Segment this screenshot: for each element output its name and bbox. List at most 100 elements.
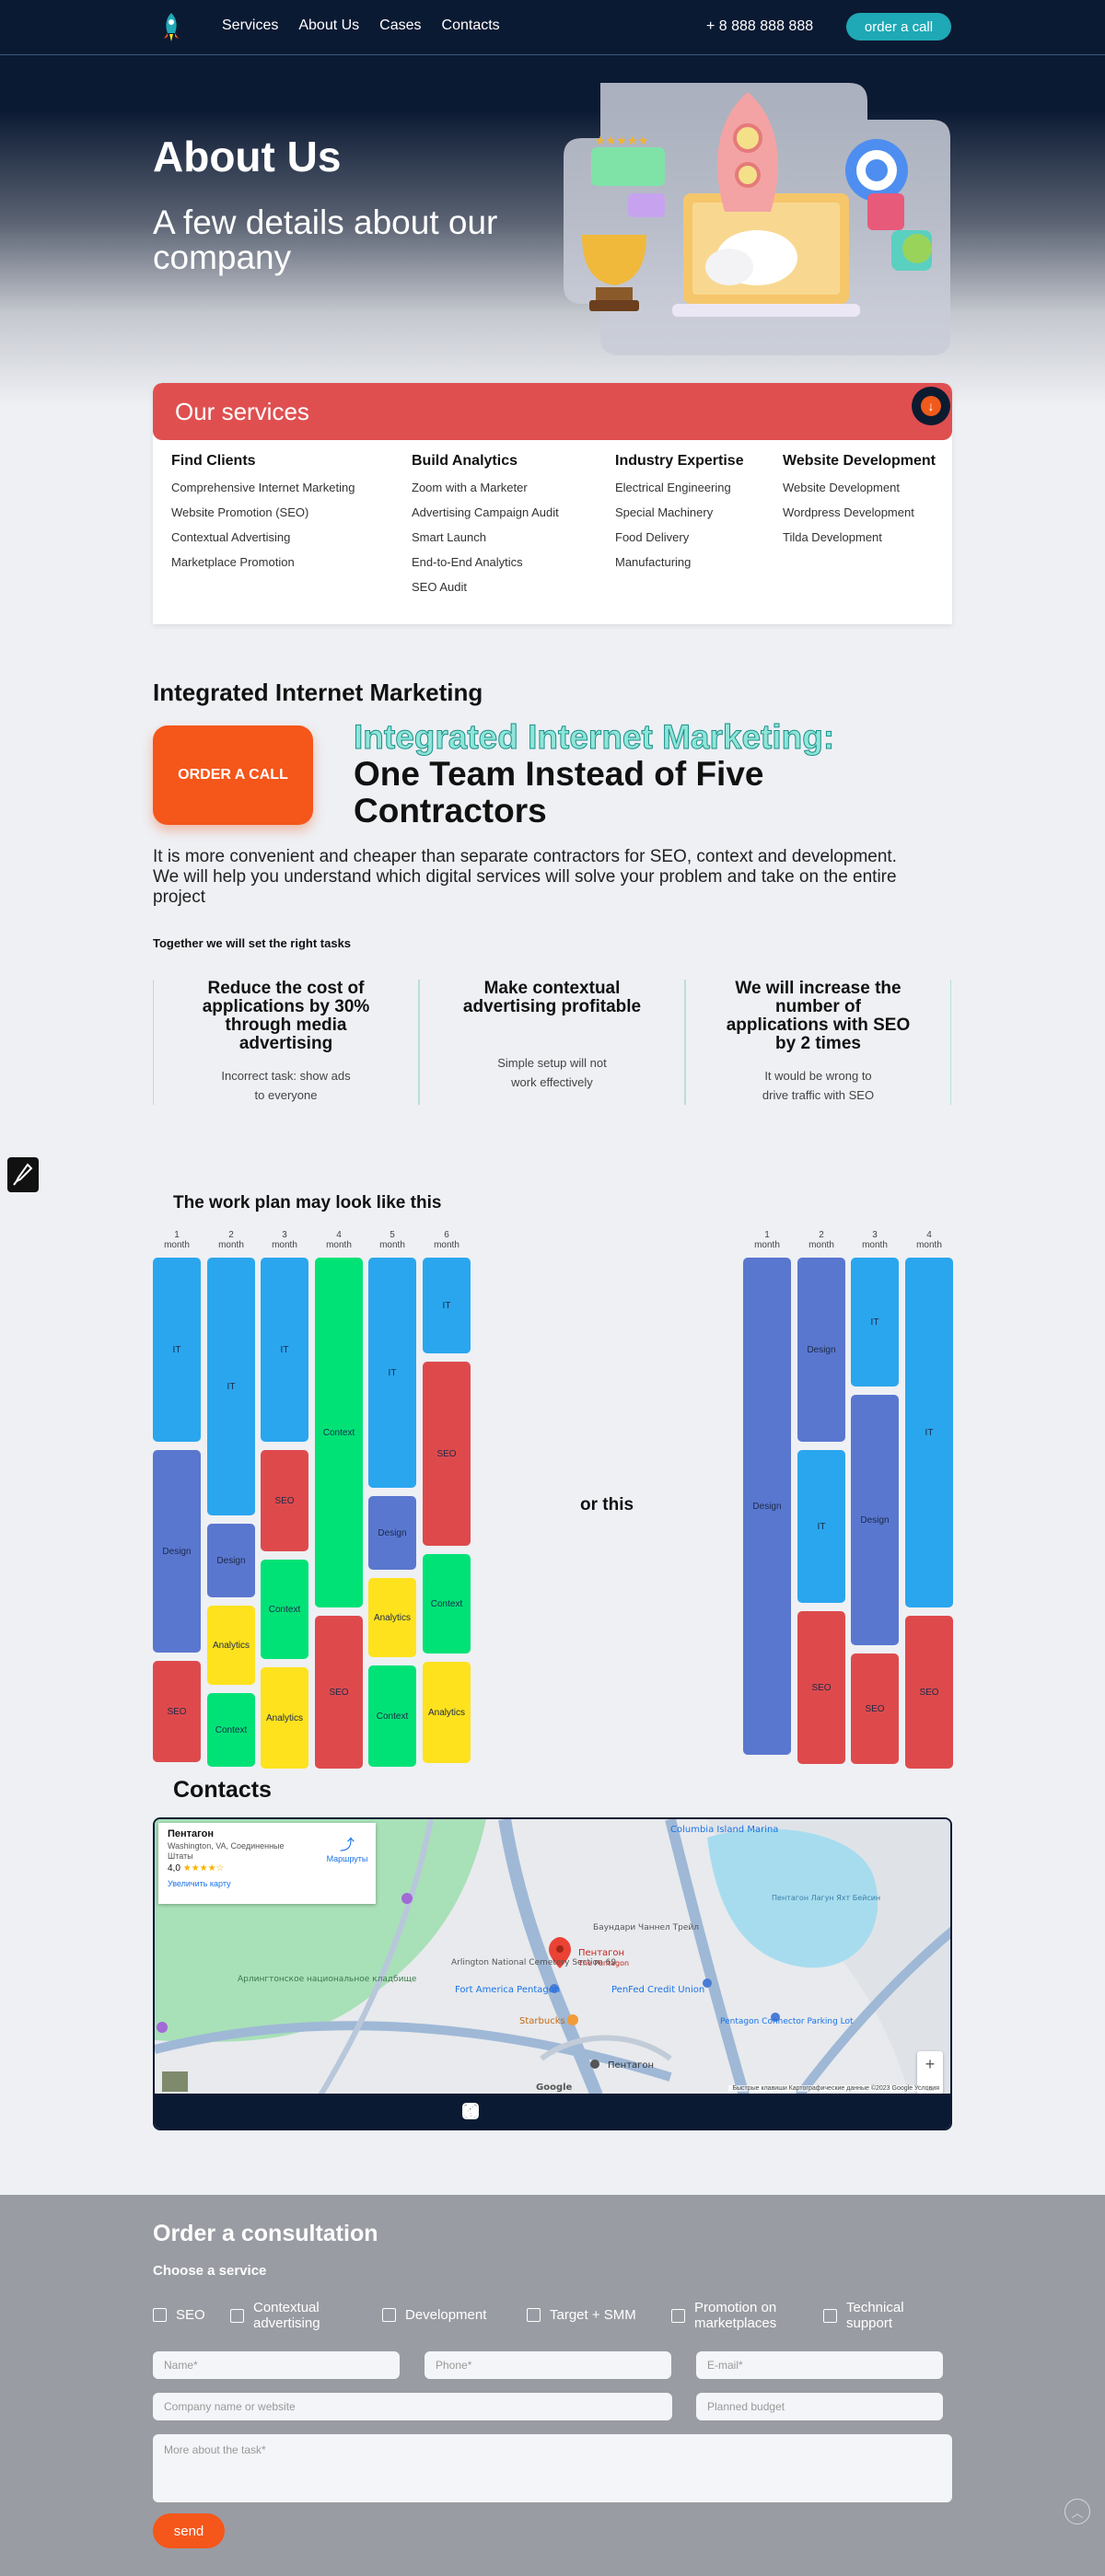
integrated-section-title: Integrated Internet Marketing — [153, 679, 483, 706]
service-link[interactable]: Zoom with a Marketer — [412, 481, 528, 494]
nav-about-link[interactable]: About Us — [298, 17, 360, 33]
checkbox-contextual-advertising[interactable]: Contextual advertising — [230, 2300, 350, 2331]
checkbox-technical-support[interactable]: Technical support — [823, 2300, 925, 2331]
directions-link[interactable]: ⤴ Маршруты — [324, 1832, 370, 1863]
plan-b-month-label: 3 month — [862, 1230, 888, 1250]
service-link[interactable]: Comprehensive Internet Marketing — [171, 481, 355, 494]
services-column-heading: Build Analytics — [412, 453, 518, 469]
map-label-starbucks: Starbucks — [519, 2016, 565, 2026]
checkbox-target-smm[interactable]: Target + SMM — [527, 2307, 636, 2323]
svg-text:★★★★★: ★★★★★ — [595, 134, 648, 148]
plan-a-block-it: IT — [207, 1258, 255, 1515]
checkbox-marketplaces[interactable]: Promotion on marketplaces — [671, 2300, 809, 2331]
chevron-up-icon: ︿ — [1071, 2505, 1084, 2520]
zoom-in-button[interactable]: + — [925, 2055, 936, 2073]
service-link[interactable]: Website Promotion (SEO) — [171, 505, 309, 519]
feature-text: Simple setup will not work effectively — [497, 1056, 607, 1089]
plan-b-month-label: 2 month — [808, 1230, 834, 1250]
service-link[interactable]: Manufacturing — [615, 555, 692, 569]
services-header[interactable]: Our services ↓ — [153, 383, 952, 440]
scroll-to-top-button[interactable]: ︿ — [1064, 2499, 1090, 2524]
nav-contacts-link[interactable]: Contacts — [441, 17, 500, 33]
plan-b-block-it: IT — [851, 1258, 899, 1387]
service-link[interactable]: Tilda Development — [783, 530, 882, 544]
checkbox-development[interactable]: Development — [382, 2307, 486, 2323]
x-icon[interactable] — [464, 2103, 508, 2119]
plan-b-block-seo: SEO — [797, 1611, 845, 1764]
service-link[interactable]: Special Machinery — [615, 505, 714, 519]
map-label-cemetery: Арлингтонское национальное кладбище — [238, 1975, 417, 1984]
place-address: Washington, VA, Соединенные Штаты — [168, 1841, 285, 1861]
order-call-button[interactable]: order a call — [846, 13, 951, 41]
plan-b-block-seo: SEO — [905, 1616, 953, 1769]
plan-a-block-it: IT — [368, 1258, 416, 1488]
plan-a-block-design: Design — [368, 1496, 416, 1570]
directions-icon: ⤴ — [339, 1838, 355, 1853]
services-column-website-development: Website Development Website Development … — [783, 453, 936, 555]
service-link[interactable]: Wordpress Development — [783, 505, 914, 519]
checkbox-seo[interactable]: SEO — [153, 2307, 205, 2323]
linkedin-icon[interactable] — [462, 2103, 597, 2119]
plan-a-block-seo: SEO — [261, 1450, 308, 1551]
service-link[interactable]: Food Delivery — [615, 530, 690, 544]
youtube-icon[interactable] — [462, 2103, 538, 2119]
cafe-marker-icon[interactable] — [567, 2014, 578, 2025]
send-button[interactable]: send — [153, 2513, 225, 2548]
map-attribution[interactable]: Быстрые клавиши Картографические данные … — [728, 2085, 943, 2092]
tiktok-icon[interactable] — [462, 2103, 567, 2119]
service-link[interactable]: Advertising Campaign Audit — [412, 505, 559, 519]
feature-card: We will increase the number of applicati… — [685, 980, 951, 1105]
order-a-call-button[interactable]: ORDER A CALL — [153, 725, 313, 825]
service-link[interactable]: Electrical Engineering — [615, 481, 731, 494]
email-input[interactable] — [696, 2351, 943, 2379]
place-card: Пентагон Washington, VA, Соединенные Шта… — [158, 1823, 376, 1904]
service-link[interactable]: SEO Audit — [412, 580, 467, 594]
google-map[interactable]: Пентагон The Pentagon Арлингтонское наци… — [153, 1817, 952, 2130]
nav-cases-link[interactable]: Cases — [379, 17, 422, 33]
plan-a-block-design: Design — [153, 1450, 201, 1653]
nav-services-link[interactable]: Services — [222, 17, 279, 33]
company-input[interactable] — [153, 2393, 672, 2420]
checkbox-box[interactable] — [382, 2308, 396, 2322]
checkbox-box[interactable] — [823, 2308, 837, 2323]
instagram-icon[interactable] — [462, 2103, 626, 2119]
services-column-heading: Website Development — [783, 453, 936, 469]
eyedropper-tool-button[interactable] — [7, 1157, 39, 1192]
plan-a-block-analytics: Analytics — [368, 1578, 416, 1657]
nav-links: Services About Us Cases Contacts — [222, 17, 500, 34]
plan-a-block-context: Context — [423, 1554, 471, 1654]
plan-a-block-analytics: Analytics — [261, 1667, 308, 1769]
service-link[interactable]: End-to-End Analytics — [412, 555, 523, 569]
arrow-down-icon: ↓ — [921, 396, 941, 416]
social-links — [462, 2103, 626, 2119]
checkbox-box[interactable] — [527, 2308, 541, 2322]
service-link[interactable]: Website Development — [783, 481, 900, 494]
budget-input[interactable] — [696, 2393, 943, 2420]
service-link[interactable]: Smart Launch — [412, 530, 486, 544]
phone-input[interactable] — [425, 2351, 671, 2379]
services-panel: Our services ↓ Find Clients Comprehensiv… — [153, 383, 952, 624]
enlarge-map-link[interactable]: Увеличить карту — [168, 1879, 231, 1888]
map-label-boundary: Баундари Чаннел Трейл — [593, 1923, 699, 1932]
checkbox-box[interactable] — [153, 2308, 167, 2322]
phone-number[interactable]: + 8 888 888 888 — [706, 18, 814, 34]
rocket-logo-icon[interactable] — [158, 11, 184, 42]
plan-b-month-label: 4 month — [916, 1230, 942, 1250]
services-toggle-button[interactable]: ↓ — [912, 387, 950, 425]
plan-a-block-context: Context — [368, 1665, 416, 1767]
service-link[interactable]: Contextual Advertising — [171, 530, 291, 544]
plan-a-month-label: 6 month — [434, 1230, 459, 1250]
social-footer — [155, 2094, 950, 2129]
checkbox-box[interactable] — [671, 2308, 685, 2323]
plan-a-block-it: IT — [423, 1258, 471, 1353]
checkbox-box[interactable] — [230, 2308, 244, 2323]
plan-a-block-context: Context — [315, 1258, 363, 1607]
name-input[interactable] — [153, 2351, 400, 2379]
plan-b-month-label: 1 month — [754, 1230, 780, 1250]
map-label-penfed: PenFed Credit Union — [611, 1985, 704, 1995]
map-canvas[interactable]: Пентагон The Pentagon Арлингтонское наци… — [155, 1819, 952, 2095]
services-column-heading: Find Clients — [171, 453, 256, 469]
map-label-columbia: Columbia Island Marina — [670, 1825, 778, 1835]
service-link[interactable]: Marketplace Promotion — [171, 555, 295, 569]
task-textarea[interactable] — [153, 2434, 952, 2502]
